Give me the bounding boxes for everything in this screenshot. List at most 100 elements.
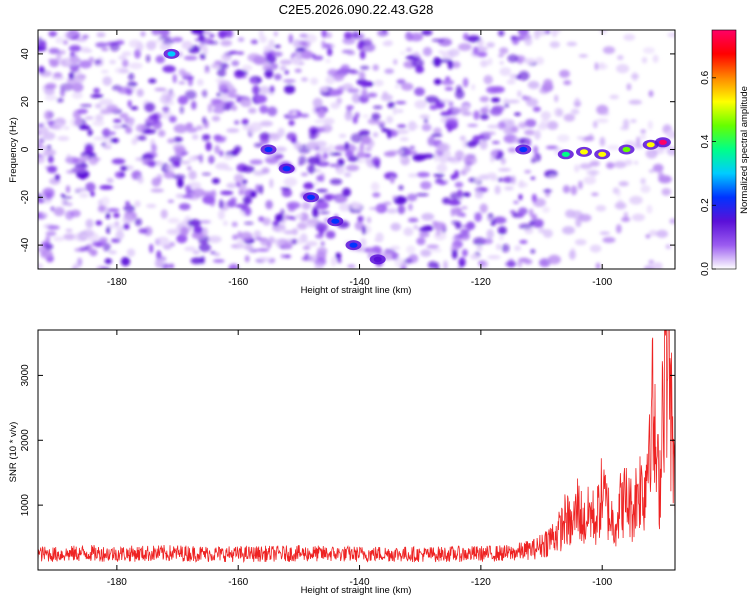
spectrogram-noise-blob [172, 73, 177, 84]
spectrogram-noise-blob [482, 238, 493, 245]
spectrogram-noise-blob [347, 88, 360, 94]
spectrogram-noise-blob [65, 56, 80, 66]
spectrogram-noise-blob [211, 178, 220, 184]
spectrogram-noise-blob [497, 150, 504, 160]
spectrogram-noise-blob [54, 174, 61, 181]
spectrogram-noise-blob [175, 193, 184, 199]
spectrogram-noise-blob [490, 174, 498, 181]
spectrogram-noise-blob [542, 206, 550, 213]
spectrogram-noise-blob [210, 98, 222, 104]
spectrogram-noise-blob [399, 137, 409, 142]
spectrogram-noise-blob [113, 212, 120, 218]
spectrogram-noise-blob [357, 42, 364, 50]
spectrogram-noise-blob [300, 50, 313, 60]
spectrogram-noise-blob [534, 30, 548, 36]
spectrogram-noise-blob [95, 42, 108, 48]
spectrogram-noise-blob [441, 79, 455, 86]
spectrogram-noise-blob [78, 192, 89, 198]
spectrogram-noise-blob [237, 231, 242, 239]
x-tick-label: -120 [471, 277, 491, 288]
spectrogram-noise-blob [602, 237, 616, 243]
colorbar-gradient [712, 30, 736, 269]
spectrogram-noise-blob [220, 93, 230, 100]
spectrogram-noise-blob [72, 75, 85, 84]
spectrogram-noise-blob [482, 131, 496, 135]
spectrogram-noise-blob [443, 260, 448, 269]
figure-title: C2E5.2026.090.22.43.G28 [278, 2, 434, 17]
spectrogram-noise-blob [107, 208, 120, 213]
spectrogram-noise-blob [401, 82, 414, 91]
spectrogram-noise-blob [75, 116, 82, 125]
spectrogram-noise-blob [220, 62, 229, 70]
spectrogram-noise-blob [640, 129, 646, 134]
spectrogram-noise-blob [208, 155, 215, 165]
spectrogram-noise-blob [252, 55, 267, 65]
spectrogram-noise-blob [548, 174, 558, 179]
spectrogram-noise-blob [327, 47, 333, 57]
spectrogram-noise-blob [291, 228, 298, 236]
spectrogram-noise-blob [487, 124, 500, 129]
spectrogram-noise-blob [63, 233, 76, 241]
spectrogram-noise-blob [514, 112, 521, 116]
spectrogram-noise-blob [454, 181, 464, 188]
spectrogram-noise-blob [62, 40, 69, 45]
spectrogram-noise-blob [95, 243, 103, 248]
spectrogram-noise-blob [53, 206, 65, 217]
x-tick-label: -120 [471, 577, 491, 588]
spectrogram-noise-blob [396, 109, 404, 113]
spectrogram-noise-blob [299, 33, 308, 38]
spectrogram-noise-blob [267, 237, 277, 244]
spectrogram-noise-blob [151, 177, 161, 187]
spectrogram-noise-blob [416, 171, 431, 178]
spectrogram-noise-blob [109, 59, 117, 65]
spectrogram-noise-blob [559, 69, 570, 78]
spectrogram-noise-blob [176, 178, 184, 188]
spectrogram-noise-blob [318, 226, 324, 236]
spectrogram-noise-blob [167, 138, 176, 144]
spectrogram-noise-blob [473, 110, 480, 120]
spectrogram-noise-blob [433, 173, 445, 177]
spectrogram-noise-blob [595, 205, 607, 212]
spectrogram-noise-blob [38, 157, 46, 164]
spectrogram-noise-blob [359, 49, 366, 60]
signal-track-point [646, 142, 655, 148]
spectrogram-noise-blob [279, 228, 286, 233]
spectrogram-noise-blob [267, 106, 278, 117]
spectrogram-noise-blob [623, 33, 636, 41]
spectrogram-noise-blob [476, 245, 483, 252]
spectrogram-noise-blob [448, 101, 454, 107]
spectrogram-noise-blob [492, 216, 507, 224]
spectrogram-noise-blob [96, 265, 108, 269]
spectrogram-noise-blob [288, 33, 294, 44]
spectrogram-noise-blob [602, 46, 616, 54]
spectrogram-noise-blob [65, 210, 74, 220]
spectrogram-noise-blob [258, 86, 271, 95]
spectrogram-noise-blob [352, 30, 359, 38]
spectrogram-noise-blob [291, 138, 297, 144]
spectrogram-noise-blob [562, 185, 571, 194]
spectrogram-x-label: Height of straight line (km) [301, 285, 412, 296]
spectrogram-noise-blob [480, 113, 489, 120]
spectrogram-noise-blob [596, 118, 609, 124]
spectrogram-noise-blob [292, 55, 298, 65]
spectrogram-noise-blob [90, 94, 104, 98]
spectrogram-noise-blob [354, 221, 365, 231]
spectrogram-noise-blob [438, 58, 452, 63]
spectrogram-noise-blob [543, 189, 553, 193]
spectrogram-noise-blob [667, 32, 675, 38]
spectrogram-noise-blob [320, 241, 325, 247]
spectrogram-noise-blob [403, 258, 413, 264]
spectrogram-noise-blob [183, 55, 198, 61]
spectrogram-noise-blob [74, 37, 88, 42]
spectrogram-noise-blob [466, 35, 481, 43]
y-tick-label: 3000 [20, 364, 31, 387]
spectrogram-noise-blob [306, 141, 319, 150]
spectrogram-noise-blob [268, 39, 275, 48]
spectrogram-noise-blob [630, 119, 637, 123]
spectrogram-noise-blob [101, 142, 107, 147]
spectrogram-noise-blob [361, 225, 367, 235]
spectrogram-noise-blob [224, 100, 235, 107]
spectrogram-noise-blob [473, 237, 486, 246]
colorbar-label: Normalized spectral amplitude [739, 86, 750, 214]
spectrogram-noise-blob [447, 123, 453, 133]
